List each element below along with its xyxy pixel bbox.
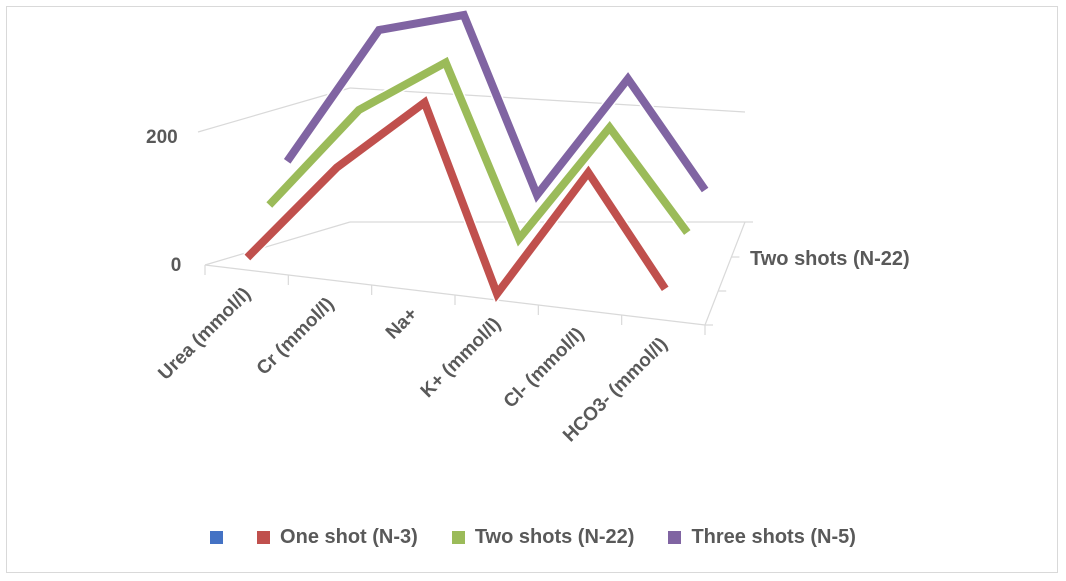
x-axis-labels: Urea (mmol/l)Cr (mmol/l) Na+K+ (mmol/l)Cl…	[154, 284, 671, 447]
depth-axis-line	[704, 221, 746, 326]
gridline-back-top	[349, 87, 746, 113]
depth-axis-label: Two shots (N-22)	[750, 248, 910, 270]
legend-label: Two shots (N-22)	[474, 526, 635, 548]
legend-swatch	[668, 531, 682, 544]
series-line-3	[283, 10, 709, 203]
legend-swatch	[210, 531, 224, 544]
legend-swatch	[451, 531, 465, 544]
chart-series-lines	[243, 8, 710, 306]
y-axis-labels: 0 200	[146, 127, 181, 276]
gridline-0	[204, 221, 351, 266]
legend-label: Three shots (N-5)	[691, 526, 856, 548]
chart-legend: One shot (N-3) Two shots (N-22) Three shot…	[0, 526, 1066, 549]
x-tick-label: Urea (mmol/l)	[154, 284, 255, 385]
series-line-2	[266, 56, 691, 247]
legend-item: Two shots (N-22)	[451, 526, 635, 549]
x-tick-label: Na+	[382, 304, 422, 344]
chart-frame	[6, 6, 1058, 573]
legend-label: One shot (N-3)	[280, 526, 418, 548]
legend-item	[210, 531, 224, 544]
y-tick-label: 200	[146, 127, 178, 148]
chart-gridlines	[197, 87, 753, 335]
legend-item: Three shots (N-5)	[668, 526, 856, 549]
y-tick-label: 0	[171, 255, 182, 276]
gridline-200	[197, 87, 351, 133]
legend-swatch	[257, 531, 271, 544]
x-tick-label: Cl- (mmol/l)	[500, 324, 589, 413]
legend-item: One shot (N-3)	[257, 526, 418, 549]
series-line-1	[244, 96, 669, 303]
x-tick-label: K+ (mmol/l)	[417, 314, 505, 402]
x-tick-label: Cr (mmol/l)	[253, 294, 339, 380]
